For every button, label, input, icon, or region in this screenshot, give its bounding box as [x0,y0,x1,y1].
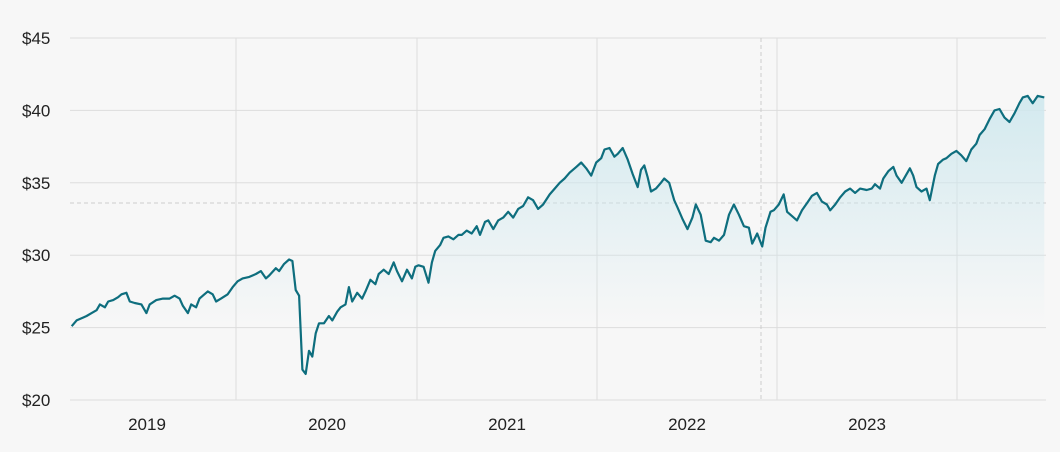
x-axis-labels: 2019 2020 2021 2022 2023 [128,415,886,434]
y-tick-label: $25 [22,319,50,338]
price-line [70,94,1045,375]
x-tick-label: 2023 [848,415,886,434]
y-tick-label: $20 [22,391,50,410]
price-area-fill [71,95,1045,401]
y-tick-label: $45 [22,29,50,48]
x-tick-label: 2020 [308,415,346,434]
y-axis-labels: $45 $40 $35 $30 $25 $20 [22,29,50,410]
x-tick-label: 2022 [668,415,706,434]
y-tick-label: $30 [22,246,50,265]
x-tick-label: 2021 [488,415,526,434]
y-tick-label: $35 [22,174,50,193]
x-tick-label: 2019 [128,415,166,434]
y-tick-label: $40 [22,101,50,120]
